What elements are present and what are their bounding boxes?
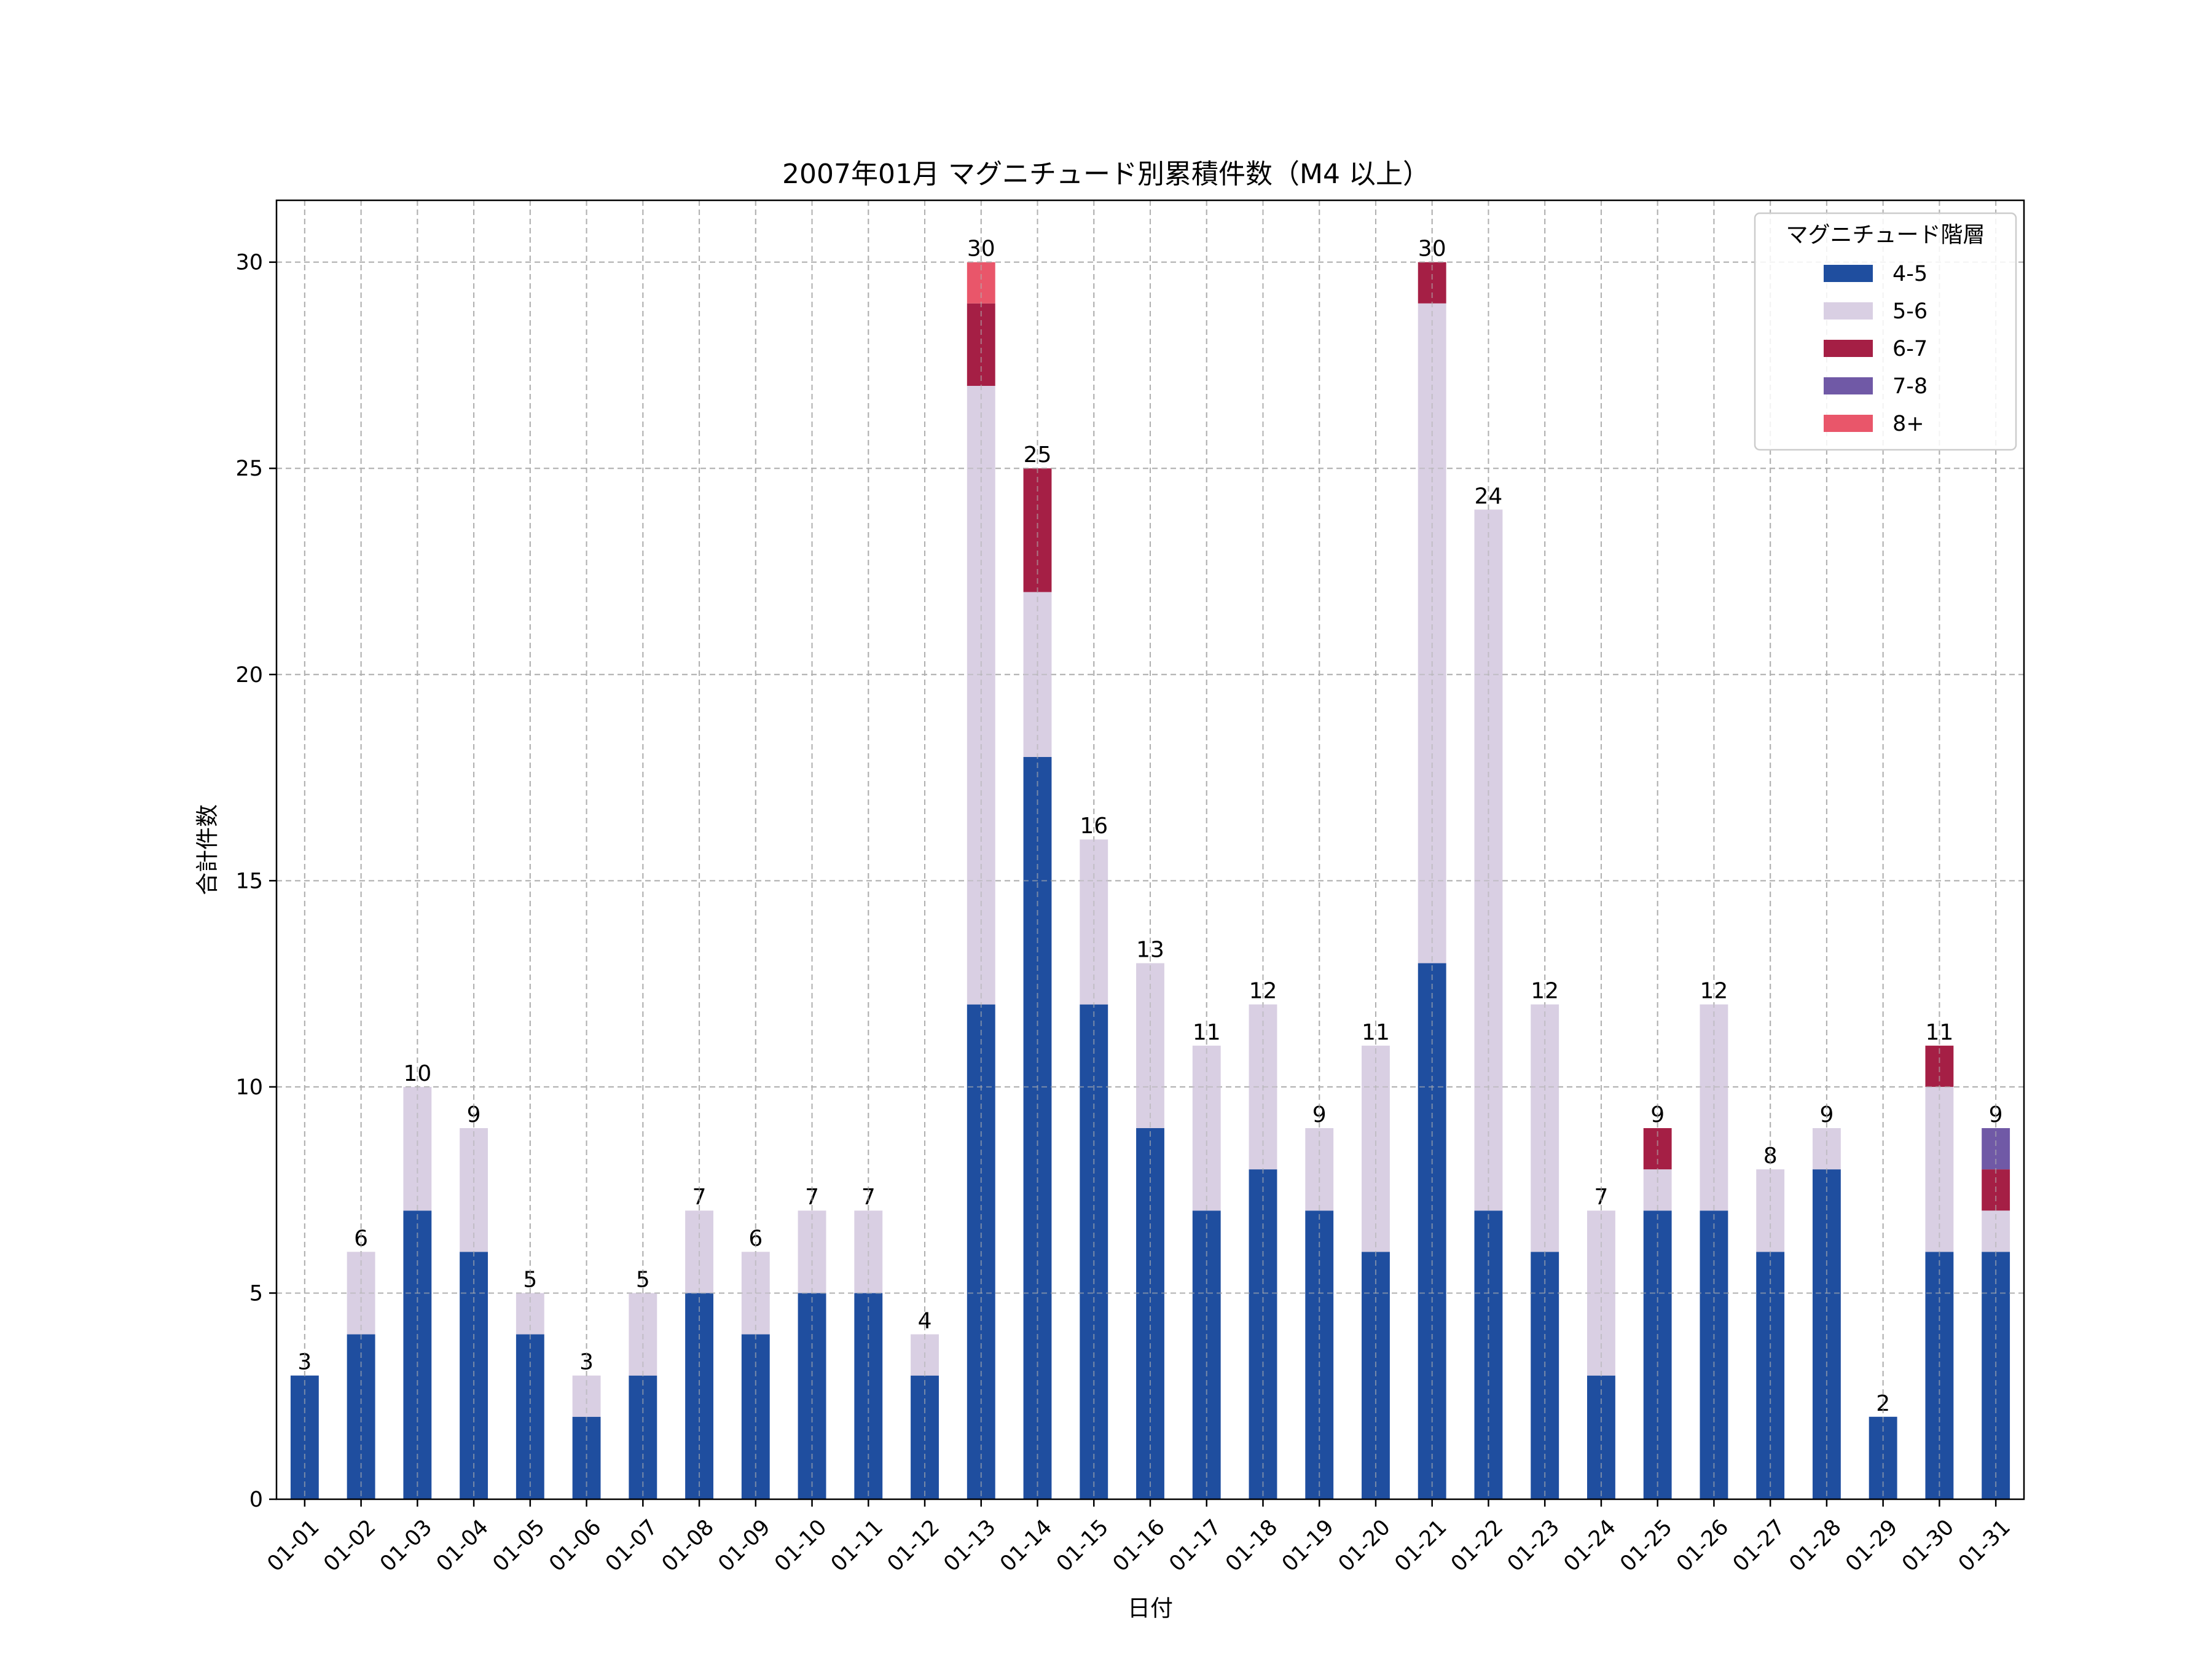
x-tick-label: 01-30 (1897, 1515, 1959, 1577)
y-axis-label: 合計件数 (194, 804, 221, 895)
x-tick-label: 01-22 (1446, 1515, 1508, 1577)
x-tick-label: 01-28 (1785, 1515, 1846, 1577)
x-tick-label: 01-25 (1615, 1515, 1677, 1577)
x-axis: 01-0101-0201-0301-0401-0501-0601-0701-08… (263, 1499, 2015, 1577)
bar-total-label: 8 (1763, 1143, 1778, 1169)
y-tick-label: 10 (235, 1075, 263, 1100)
x-tick-label: 01-15 (1052, 1515, 1113, 1577)
x-tick-label: 01-16 (1108, 1515, 1170, 1577)
x-tick-label: 01-24 (1559, 1515, 1621, 1577)
bar-total-label: 6 (354, 1226, 368, 1251)
legend-label-7-8: 7-8 (1892, 374, 1928, 399)
x-tick-label: 01-17 (1164, 1515, 1226, 1577)
bar-total-label: 12 (1700, 979, 1728, 1004)
bar-total-label: 10 (403, 1061, 431, 1086)
legend-swatch-7-8 (1824, 377, 1873, 394)
legend-label-5-6: 5-6 (1892, 299, 1928, 324)
x-tick-label: 01-31 (1954, 1515, 2015, 1577)
x-tick-label: 01-02 (319, 1515, 380, 1577)
x-tick-label: 01-27 (1728, 1515, 1790, 1577)
x-tick-label: 01-18 (1221, 1515, 1282, 1577)
bar-total-label: 25 (1024, 442, 1052, 468)
y-tick-label: 30 (235, 251, 263, 275)
legend: マグニチュード階層 4-5 5-6 6-7 7-8 8+ (1754, 212, 2017, 451)
legend-label-6-7: 6-7 (1892, 337, 1928, 361)
bar-total-label: 6 (748, 1226, 763, 1251)
x-tick-label: 01-03 (375, 1515, 437, 1577)
legend-swatch-8+ (1824, 415, 1873, 432)
bar-total-label: 12 (1249, 979, 1277, 1004)
x-tick-label: 01-07 (601, 1515, 662, 1577)
bar-segment-5-6 (1531, 1004, 1559, 1252)
y-tick-label: 15 (235, 869, 263, 893)
x-tick-label: 01-11 (826, 1515, 888, 1577)
y-tick-label: 25 (235, 457, 263, 481)
x-tick-label: 01-23 (1503, 1515, 1564, 1577)
x-tick-label: 01-26 (1672, 1515, 1733, 1577)
x-tick-label: 01-19 (1277, 1515, 1339, 1577)
x-tick-label: 01-09 (714, 1515, 775, 1577)
y-tick-label: 0 (249, 1488, 263, 1512)
x-axis-label: 日付 (1128, 1595, 1173, 1622)
y-tick-label: 20 (235, 663, 263, 688)
x-tick-label: 01-12 (883, 1515, 944, 1577)
legend-swatch-6-7 (1824, 340, 1873, 357)
bar-segment-5-6 (1136, 963, 1164, 1128)
x-tick-label: 01-20 (1334, 1515, 1395, 1577)
x-tick-label: 01-21 (1390, 1515, 1451, 1577)
legend-box (1754, 212, 2017, 451)
bar-segment-4-5 (1136, 1128, 1164, 1499)
x-tick-label: 01-04 (432, 1515, 493, 1577)
legend-title: マグニチュード階層 (1786, 222, 1985, 248)
bar-segment-6-7 (967, 303, 995, 386)
x-tick-label: 01-01 (263, 1515, 324, 1577)
y-tick-label: 5 (249, 1281, 263, 1306)
y-axis: 0 5 10 15 20 25 30 (235, 251, 276, 1512)
legend-swatch-4-5 (1824, 265, 1873, 282)
legend-label-8+: 8+ (1892, 412, 1924, 436)
x-tick-label: 01-14 (995, 1515, 1057, 1577)
bar-total-label: 16 (1080, 814, 1108, 839)
bar-total-label: 12 (1531, 979, 1559, 1004)
x-tick-label: 01-29 (1841, 1515, 1902, 1577)
x-tick-label: 01-10 (770, 1515, 831, 1577)
bar-segment-5-6 (1192, 1045, 1221, 1211)
x-tick-label: 01-05 (488, 1515, 550, 1577)
chart-title: 2007年01月 マグニチュード別累積件数（M4 以上） (782, 159, 1430, 190)
x-tick-label: 01-13 (939, 1515, 1000, 1577)
legend-label-4-5: 4-5 (1892, 262, 1928, 286)
bar-total-label: 4 (918, 1309, 932, 1334)
x-tick-label: 01-06 (544, 1515, 606, 1577)
legend-swatch-5-6 (1824, 302, 1873, 320)
x-tick-label: 01-08 (657, 1515, 719, 1577)
